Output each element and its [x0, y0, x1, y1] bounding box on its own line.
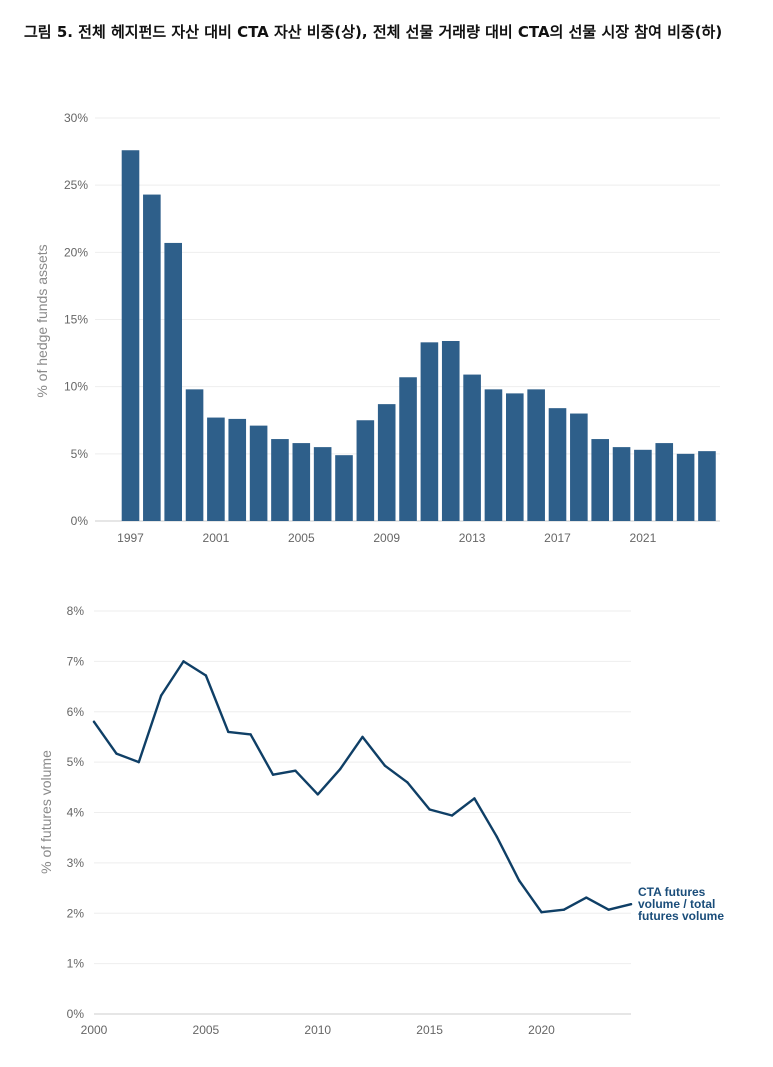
- bar-2022: [655, 443, 674, 521]
- bar-2005: [292, 443, 311, 521]
- bar-y-tick-label: 10%: [64, 380, 88, 394]
- bar-2000: [185, 389, 204, 521]
- line-y-tick-label: 3%: [67, 856, 85, 870]
- bar-2007: [335, 455, 353, 521]
- line-point-2000: [92, 720, 96, 724]
- line-point-2011: [338, 767, 342, 771]
- bar-x-tick-label: 2005: [288, 531, 315, 545]
- bar-1997: [121, 150, 140, 522]
- line-y-tick-label: 0%: [67, 1007, 85, 1021]
- line-point-2006: [227, 730, 230, 734]
- line-point-2002: [137, 760, 140, 764]
- line-point-2005: [204, 674, 208, 677]
- bar-2004: [271, 439, 289, 521]
- line-point-2015: [428, 808, 431, 811]
- line-point-2021: [562, 908, 566, 911]
- line-point-2022: [585, 896, 588, 899]
- bar-chart-y-axis-title: % of hedge funds assets: [34, 244, 50, 397]
- line-y-tick-label: 4%: [67, 806, 85, 820]
- line-x-tick-label: 2000: [81, 1023, 108, 1037]
- bar-1998: [143, 194, 161, 521]
- line-point-2014: [406, 781, 409, 784]
- bar-2012: [441, 340, 460, 521]
- bar-2006: [313, 447, 332, 521]
- line-chart-series: [92, 660, 633, 914]
- bar-1999: [164, 242, 182, 521]
- bar-x-tick-label: 2001: [203, 531, 230, 545]
- bar-chart-y-ticks: 0% 5% 10% 15% 20% 25% 30%: [64, 111, 88, 528]
- line-point-2008: [271, 773, 275, 776]
- line-point-2016: [450, 814, 454, 817]
- bar-2009: [377, 404, 396, 521]
- bar-2013: [463, 374, 481, 521]
- line-y-tick-label: 2%: [67, 906, 85, 920]
- line-point-2004: [182, 660, 185, 663]
- bar-2017: [548, 408, 567, 521]
- line-point-2017: [473, 797, 476, 800]
- bar-2014: [484, 389, 503, 521]
- bar-y-tick-label: 30%: [64, 111, 88, 125]
- bar-2008: [356, 420, 375, 521]
- bar-2021: [634, 449, 652, 521]
- line-point-2018: [495, 835, 498, 838]
- line-y-tick-label: 5%: [67, 755, 85, 769]
- line-point-2010: [316, 793, 319, 796]
- bar-y-tick-label: 25%: [64, 178, 88, 192]
- bar-chart-x-ticks: 1997 2001 2005 2009 2013 2017 2021: [117, 531, 656, 545]
- bar-2015: [506, 393, 524, 521]
- bar-chart-bars: [121, 150, 716, 522]
- bar-x-tick-label: 2017: [544, 531, 571, 545]
- bar-2002: [228, 418, 247, 521]
- line-point-2019: [517, 879, 521, 882]
- line-x-tick-label: 2015: [416, 1023, 443, 1037]
- line-x-tick-label: 2020: [528, 1023, 555, 1037]
- line-y-tick-label: 7%: [67, 654, 85, 668]
- line-chart: 0%1%2%3%4%5%6%7%8% 2000 2005 2010 2015 2020 …: [38, 604, 724, 1037]
- figure-title: 그림 5. 전체 헤지펀드 자산 대비 CTA 자산 비중(상), 전체 선물 …: [24, 23, 723, 41]
- bar-2011: [420, 342, 439, 521]
- line-point-2013: [383, 764, 387, 767]
- bar-chart: 0% 5% 10% 15% 20% 25% 30% 1997 2001 2005 2009 2013…: [34, 111, 720, 545]
- line-chart-x-ticks: 2000 2005 2010 2015 2020: [81, 1023, 556, 1037]
- bar-x-tick-label: 2013: [459, 531, 486, 545]
- line-point-2007: [249, 733, 252, 736]
- bar-2018: [570, 413, 588, 521]
- line-point-2024: [629, 902, 633, 906]
- bar-2001: [207, 417, 225, 521]
- bar-y-tick-label: 15%: [64, 313, 88, 327]
- line-y-tick-label: 6%: [67, 705, 85, 719]
- bar-x-tick-label: 2009: [373, 531, 400, 545]
- line-point-2023: [607, 908, 610, 911]
- bar-2003: [249, 425, 268, 521]
- bar-2019: [591, 439, 609, 521]
- line-point-2012: [361, 735, 364, 739]
- line-series-0: [92, 660, 633, 914]
- line-y-tick-label: 8%: [67, 604, 85, 618]
- line-x-tick-label: 2010: [304, 1023, 331, 1037]
- bar-y-tick-label: 5%: [71, 447, 89, 461]
- line-chart-y-axis-title: % of futures volume: [38, 750, 54, 874]
- bar-2016: [527, 389, 545, 521]
- line-point-2001: [115, 752, 118, 755]
- line-series-label: CTA futures volume / total futures volum…: [638, 885, 724, 923]
- line-point-2020: [540, 911, 543, 914]
- line-x-tick-label: 2005: [193, 1023, 220, 1037]
- bar-2024: [698, 451, 716, 521]
- line-y-tick-label: 1%: [67, 957, 85, 971]
- line-chart-y-ticks: 0% 1% 2% 3% 4% 5% 6% 7% 8%: [67, 604, 85, 1021]
- bar-x-tick-label: 1997: [117, 531, 144, 545]
- bar-y-tick-label: 0%: [71, 514, 89, 528]
- bar-y-tick-label: 20%: [64, 245, 88, 259]
- bar-x-tick-label: 2021: [630, 531, 657, 545]
- line-point-2003: [159, 694, 163, 697]
- bar-2023: [676, 453, 695, 521]
- line-point-2009: [294, 769, 297, 772]
- bar-2010: [399, 377, 417, 521]
- bar-2020: [612, 447, 631, 521]
- line-chart-gridlines: [94, 610, 631, 1015]
